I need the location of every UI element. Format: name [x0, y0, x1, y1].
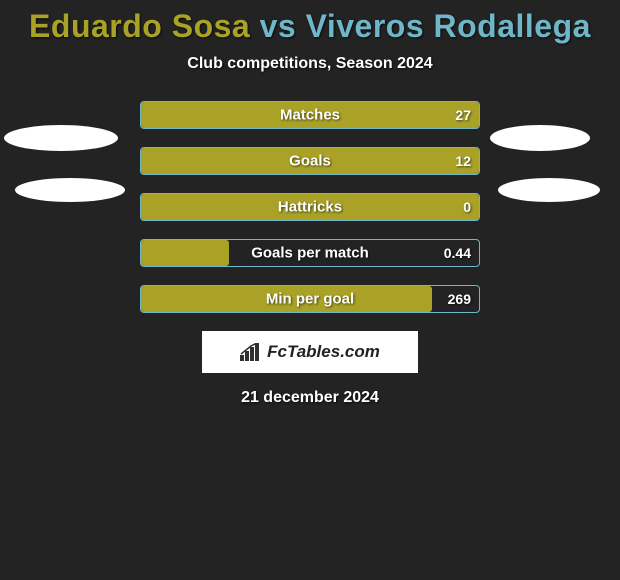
- stat-bar: Min per goal269: [140, 285, 480, 313]
- date-label: 21 december 2024: [0, 389, 620, 407]
- stat-value: 27: [455, 107, 471, 123]
- stat-row: Goals per match0.44: [0, 239, 620, 267]
- stat-row: Hattricks0: [0, 193, 620, 221]
- stat-value: 269: [448, 291, 471, 307]
- stat-label: Goals: [141, 153, 479, 170]
- stat-bar: Hattricks0: [140, 193, 480, 221]
- stat-row: Min per goal269: [0, 285, 620, 313]
- subtitle: Club competitions, Season 2024: [0, 55, 620, 73]
- bar-chart-icon: [240, 343, 262, 361]
- title-player2: Viveros Rodallega: [306, 8, 591, 44]
- title-player1: Eduardo Sosa: [29, 8, 250, 44]
- logo-box: FcTables.com: [202, 331, 418, 373]
- stat-row: Goals12: [0, 147, 620, 175]
- stat-label: Min per goal: [141, 291, 479, 308]
- stat-bar: Goals per match0.44: [140, 239, 480, 267]
- stat-value: 0: [463, 199, 471, 215]
- stat-label: Goals per match: [141, 245, 479, 262]
- stat-row: Matches27: [0, 101, 620, 129]
- page-title: Eduardo Sosa vs Viveros Rodallega: [0, 8, 620, 45]
- title-vs: vs: [260, 8, 297, 44]
- stat-label: Matches: [141, 107, 479, 124]
- stat-value: 0.44: [444, 245, 471, 261]
- stat-bar: Matches27: [140, 101, 480, 129]
- stat-value: 12: [455, 153, 471, 169]
- stat-label: Hattricks: [141, 199, 479, 216]
- stat-bar: Goals12: [140, 147, 480, 175]
- logo-text: FcTables.com: [267, 342, 380, 362]
